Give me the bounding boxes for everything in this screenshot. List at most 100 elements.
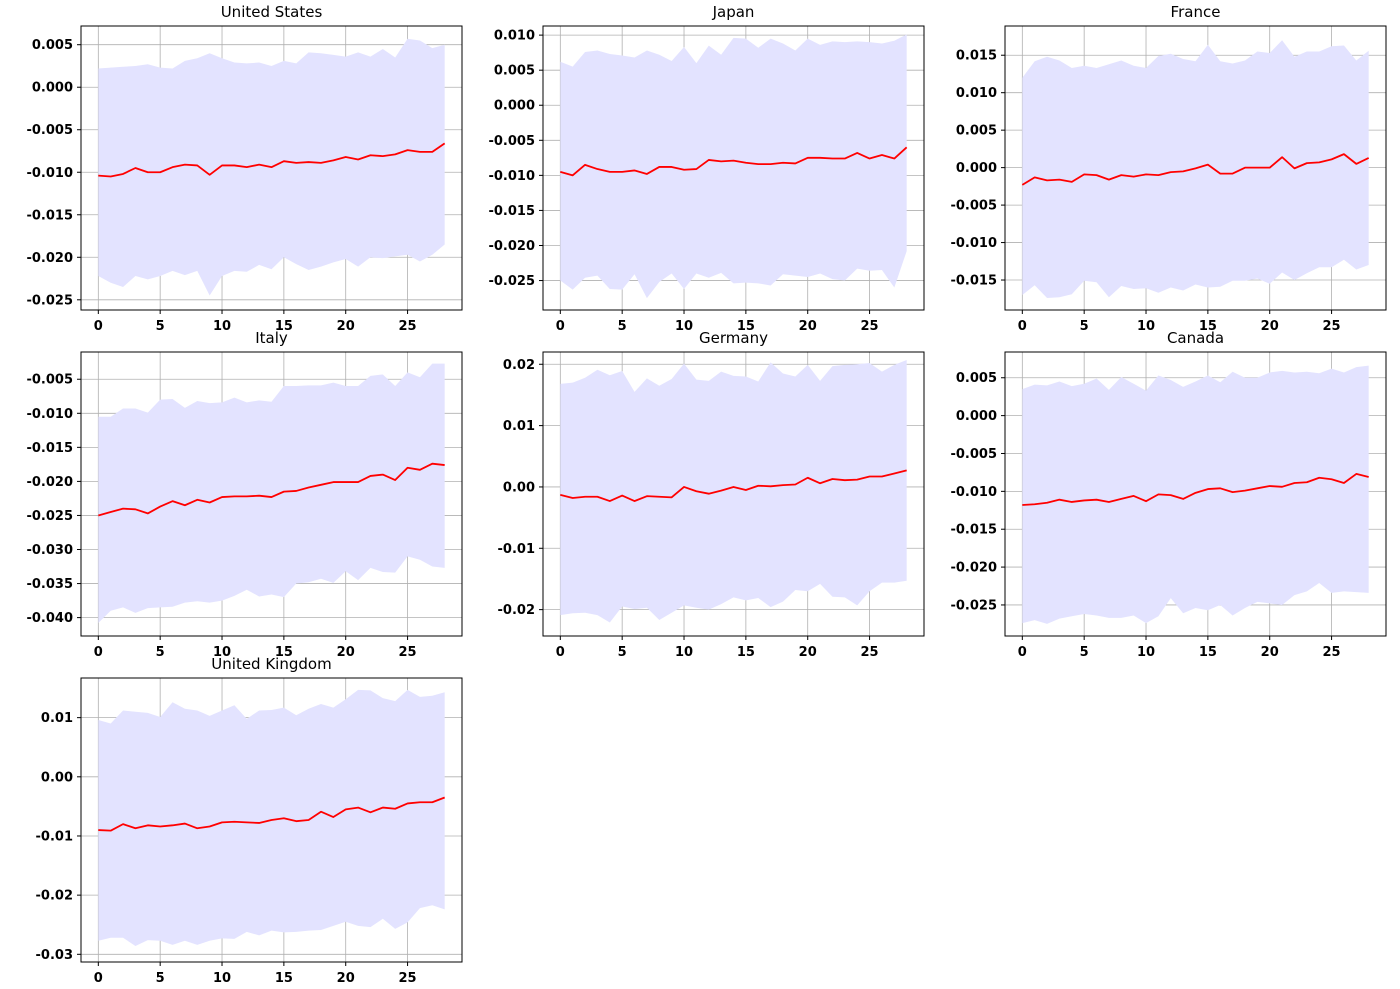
y-tick-label: -0.020	[26, 251, 73, 266]
subplot-title: Canada	[1167, 329, 1224, 347]
x-tick-label: 0	[1018, 645, 1027, 660]
y-tick-label: 0.01	[41, 711, 73, 726]
y-tick-label: -0.015	[950, 523, 997, 538]
y-tick-label: -0.005	[488, 134, 535, 149]
y-tick-label: -0.02	[498, 603, 535, 618]
x-tick-label: 0	[556, 319, 565, 334]
y-tick-label: -0.005	[950, 199, 997, 214]
subplot-title: France	[1171, 3, 1221, 21]
y-tick-label: 0.02	[503, 358, 535, 373]
subplot-2: 0 5 10 15 20 25 -0.015 -0.010 -0.005 0.000 0.005 0.…	[950, 3, 1387, 334]
series-line	[1022, 473, 1369, 506]
y-tick-label: -0.010	[488, 169, 535, 184]
series-line	[98, 142, 446, 178]
x-tick-label: 15	[275, 971, 293, 986]
y-tick-label: -0.010	[950, 485, 997, 500]
x-tick-label: 15	[275, 645, 293, 660]
subplot-title: United States	[221, 3, 323, 21]
y-tick-label: -0.020	[488, 239, 535, 254]
x-tick-label: 0	[556, 645, 565, 660]
x-tick-label: 15	[1199, 645, 1217, 660]
y-tick-label: -0.025	[950, 598, 997, 613]
y-tick-label: -0.010	[26, 407, 73, 422]
x-tick-label: 5	[1080, 319, 1089, 334]
x-tick-label: 5	[618, 319, 627, 334]
x-tick-label: 5	[156, 645, 165, 660]
series-line	[98, 796, 446, 832]
confidence-band	[1022, 365, 1369, 624]
x-tick-label: 20	[337, 971, 355, 986]
x-tick-label: 0	[94, 319, 103, 334]
y-tick-label: -0.015	[26, 208, 73, 223]
x-tick-label: 10	[213, 645, 231, 660]
subplot-title: Germany	[699, 329, 768, 347]
y-tick-label: 0.000	[494, 99, 535, 114]
y-tick-label: 0.010	[956, 86, 997, 101]
x-tick-label: 0	[1018, 319, 1027, 334]
confidence-band	[98, 689, 445, 947]
x-tick-label: 10	[1137, 645, 1155, 660]
series-line	[1021, 153, 1370, 186]
y-tick-label: -0.015	[950, 274, 997, 289]
subplot-6: 0 5 10 15 20 25 -0.03 -0.02 -0.01 0.00 0.01 United …	[36, 655, 463, 986]
confidence-band	[560, 359, 907, 623]
axes-frame	[542, 351, 925, 637]
y-tick-label: -0.025	[488, 274, 535, 289]
subplot-title: United Kingdom	[211, 655, 331, 673]
y-tick-label: -0.02	[36, 889, 73, 904]
axes-frame	[80, 351, 463, 637]
x-tick-label: 15	[275, 319, 293, 334]
series-line	[98, 462, 445, 517]
series-line	[560, 469, 907, 502]
x-tick-label: 20	[337, 645, 355, 660]
y-tick-label: -0.010	[26, 166, 73, 181]
x-tick-label: 25	[861, 645, 879, 660]
x-tick-label: 0	[94, 645, 103, 660]
axes-frame	[80, 25, 463, 311]
axes-frame	[542, 25, 925, 311]
y-tick-label: 0.00	[41, 770, 73, 785]
x-tick-label: 5	[618, 645, 627, 660]
x-tick-label: 15	[1199, 319, 1217, 334]
x-tick-label: 20	[1261, 645, 1279, 660]
y-tick-label: -0.03	[36, 948, 73, 963]
x-tick-label: 20	[799, 645, 817, 660]
y-tick-label: -0.015	[488, 204, 535, 219]
y-tick-label: -0.01	[36, 829, 73, 844]
x-tick-label: 25	[399, 319, 417, 334]
axes-frame	[80, 677, 463, 963]
subplot-0: 0 5 10 15 20 25 -0.025 -0.020 -0.015 -0.010 -0.005…	[26, 3, 463, 334]
y-tick-label: -0.015	[26, 441, 73, 456]
y-tick-label: -0.040	[26, 611, 73, 626]
y-tick-label: 0.01	[503, 419, 535, 434]
series-line	[560, 146, 908, 177]
y-tick-label: -0.010	[950, 236, 997, 251]
x-tick-label: 10	[675, 319, 693, 334]
x-tick-label: 25	[1323, 319, 1341, 334]
y-tick-label: 0.005	[956, 371, 997, 386]
x-tick-label: 25	[861, 319, 879, 334]
x-tick-label: 20	[337, 319, 355, 334]
confidence-band	[98, 363, 445, 624]
subplot-title: Japan	[712, 3, 755, 21]
y-tick-label: -0.025	[26, 509, 73, 524]
x-tick-label: 25	[399, 645, 417, 660]
y-tick-label: 0.015	[956, 49, 997, 64]
y-tick-label: -0.005	[950, 447, 997, 462]
y-tick-label: -0.005	[26, 373, 73, 388]
x-tick-label: 20	[1261, 319, 1279, 334]
subplot-4: 0 5 10 15 20 25 -0.02 -0.01 0.00 0.01 0.02 Germany	[498, 329, 925, 660]
subplot-1: 0 5 10 15 20 25 -0.025 -0.020 -0.015 -0.010 -0.005…	[488, 3, 925, 334]
x-tick-label: 10	[1137, 319, 1155, 334]
y-tick-label: 0.005	[494, 64, 535, 79]
x-tick-label: 5	[156, 971, 165, 986]
y-tick-label: -0.035	[26, 577, 73, 592]
x-tick-label: 0	[94, 971, 103, 986]
y-tick-label: 0.005	[956, 124, 997, 139]
x-tick-label: 20	[799, 319, 817, 334]
y-tick-label: -0.005	[26, 123, 73, 138]
y-tick-label: 0.000	[32, 81, 73, 96]
y-tick-label: -0.01	[498, 542, 535, 557]
x-tick-label: 25	[399, 971, 417, 986]
